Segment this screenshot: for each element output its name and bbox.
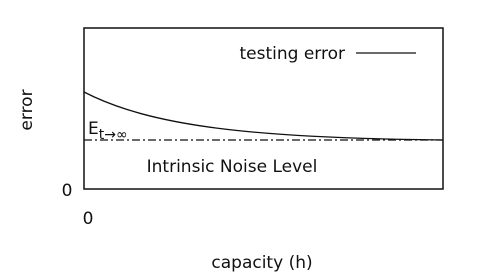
- noise-label: Intrinsic Noise Level: [147, 157, 318, 177]
- testing-error-curve: [83, 91, 444, 141]
- x-axis-label: capacity (h): [211, 253, 312, 273]
- asymptote-subscript: t→∞: [99, 127, 128, 143]
- legend-label: testing error: [240, 44, 346, 64]
- y-origin-label: 0: [62, 181, 73, 201]
- y-axis-label: error: [17, 89, 37, 130]
- asymptote-symbol: E: [88, 119, 99, 139]
- asymptote-label: Et→∞: [88, 119, 128, 143]
- x-origin-label: 0: [83, 209, 94, 229]
- plot-frame: [83, 27, 444, 190]
